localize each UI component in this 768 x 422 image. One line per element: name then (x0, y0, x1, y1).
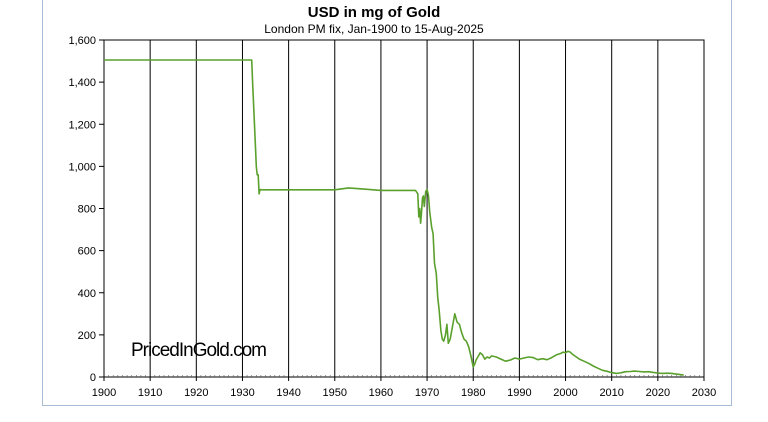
x-tick-label: 1940 (276, 387, 300, 399)
x-tick-label: 1900 (92, 387, 116, 399)
x-tick-label: 1950 (323, 387, 347, 399)
chart-title: USD in mg of Gold (308, 4, 441, 21)
x-tick-label: 2010 (599, 387, 623, 399)
series-layer (104, 59, 684, 376)
grid-lines (149, 40, 659, 377)
x-tick-label: 1970 (415, 387, 439, 399)
y-tick-label: 800 (78, 204, 96, 216)
x-tick-label: 1980 (461, 387, 485, 399)
x-tick-label: 1910 (138, 387, 162, 399)
x-tick-label: 1960 (369, 387, 393, 399)
series-line (104, 59, 684, 376)
x-tick-label: 2020 (646, 387, 670, 399)
x-tick-label: 2030 (692, 387, 716, 399)
x-tick-label: 1920 (184, 387, 208, 399)
x-tick-label: 2000 (553, 387, 577, 399)
x-tick-label: 1930 (230, 387, 254, 399)
watermark-text: PricedInGold.com (131, 340, 266, 361)
y-tick-label: 1,000 (68, 161, 96, 173)
plot-area-border (103, 39, 705, 378)
y-tick-label: 1,400 (68, 77, 96, 89)
x-tick-label: 1990 (507, 387, 531, 399)
axes: 1900 1910 1920 1930 1940 1950 1960 1970 1980 1990… (68, 35, 716, 399)
y-tick-label: 600 (78, 246, 96, 258)
chart-frame (42, 0, 732, 406)
chart-subtitle: London PM fix, Jan-1900 to 15-Aug-2025 (264, 22, 484, 36)
y-tick-label: 1,200 (68, 119, 96, 131)
y-tick-label: 200 (78, 330, 96, 342)
y-tick-label: 400 (78, 288, 96, 300)
y-tick-label: 1,600 (68, 35, 96, 47)
y-tick-label: 0 (90, 372, 96, 384)
